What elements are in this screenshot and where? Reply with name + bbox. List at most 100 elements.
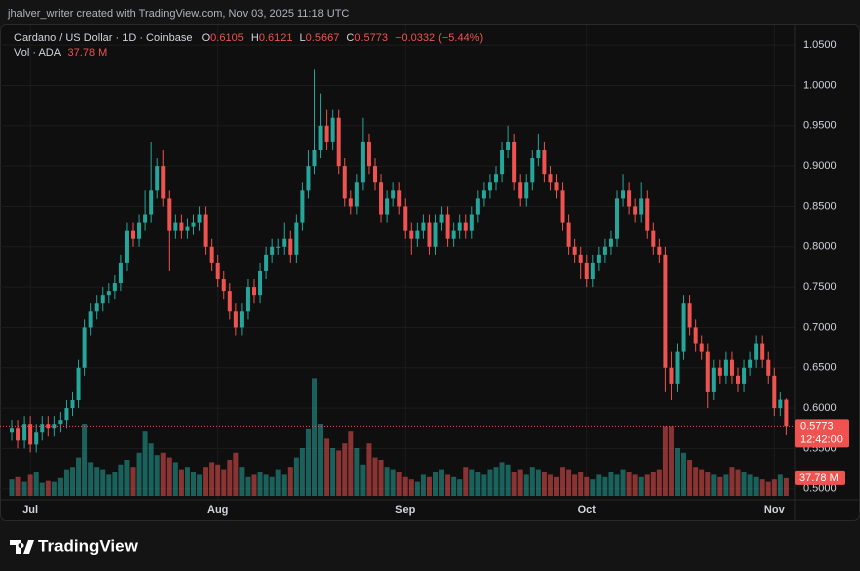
high-value: 0.6121 xyxy=(259,32,293,44)
candle-body xyxy=(354,182,359,207)
candle-body xyxy=(657,246,662,255)
volume-bar xyxy=(414,481,420,496)
volume-bar xyxy=(27,474,33,496)
volume-bar xyxy=(45,480,51,496)
last-price-label: 0.5773 xyxy=(800,420,834,432)
candle-body xyxy=(258,270,263,296)
candle-body xyxy=(28,424,33,445)
volume-pane xyxy=(9,378,789,496)
candle-body xyxy=(64,408,69,421)
volume-bar xyxy=(172,462,178,496)
volume-bar xyxy=(475,472,481,496)
y-tick-label: 0.7000 xyxy=(803,321,837,333)
candle-body xyxy=(82,327,87,368)
volume-bar xyxy=(602,476,608,496)
candle-body xyxy=(215,262,220,280)
volume-bar xyxy=(572,474,578,496)
candle-body xyxy=(463,222,468,231)
volume-bar xyxy=(608,472,614,496)
candle-body xyxy=(409,230,414,239)
volume-bar xyxy=(299,448,305,496)
candle-body xyxy=(542,150,547,175)
candle-body xyxy=(494,174,498,183)
volume-bar xyxy=(771,479,777,496)
volume-bar xyxy=(463,467,469,496)
volume-bar xyxy=(142,431,148,496)
volume-bar xyxy=(499,462,505,496)
brand-logo: TradingView xyxy=(10,536,139,555)
volume-bar xyxy=(390,469,396,496)
y-tick-label: 1.0500 xyxy=(803,39,837,51)
volume-bar xyxy=(245,476,251,496)
volume-bar xyxy=(70,467,75,496)
x-tick-label: Sep xyxy=(395,504,415,516)
candle-body xyxy=(112,283,117,292)
candle-body xyxy=(209,246,214,263)
candle-body xyxy=(772,375,777,409)
x-tick-label: Aug xyxy=(207,504,228,516)
volume-bar xyxy=(396,472,402,496)
volume-bar xyxy=(106,474,112,496)
volume-bar xyxy=(251,474,257,496)
volume-bar xyxy=(76,457,82,496)
candle-body xyxy=(778,399,783,409)
volume-bar xyxy=(433,472,438,496)
candle-body xyxy=(687,303,692,328)
volume-bar xyxy=(662,426,668,496)
volume-bar xyxy=(481,474,487,496)
open-value: 0.6105 xyxy=(210,32,244,44)
volume-bar xyxy=(741,472,747,496)
volume-bar xyxy=(82,424,88,496)
candle-body xyxy=(760,343,765,360)
volume-bar xyxy=(366,443,372,496)
volume-bar xyxy=(445,474,451,496)
candle-body xyxy=(124,230,129,263)
candle-body xyxy=(264,254,269,271)
volume-bar xyxy=(650,472,656,496)
candle-body xyxy=(415,230,420,239)
candle-body xyxy=(524,182,529,199)
volume-bar xyxy=(184,467,190,496)
legend-line: Cardano / US Dollar · 1D · Coinbase O0.6… xyxy=(14,32,483,44)
volume-bar xyxy=(263,474,269,496)
candle-body xyxy=(391,190,396,199)
volume-bar xyxy=(729,467,735,496)
volume-bar xyxy=(711,474,717,496)
volume-bar xyxy=(360,464,366,496)
volume-bar xyxy=(578,472,584,496)
candle-body xyxy=(282,238,287,247)
candle-body xyxy=(379,182,384,215)
candle-body xyxy=(518,182,523,199)
candle-body xyxy=(693,327,698,344)
candle-body xyxy=(336,117,341,167)
candle-body xyxy=(548,174,553,183)
volume-bar xyxy=(209,462,215,496)
volume-bar xyxy=(554,476,559,496)
volume-bar xyxy=(178,469,184,496)
candle-body xyxy=(131,230,135,239)
y-tick-label: 1.0000 xyxy=(803,79,837,91)
volume-bar xyxy=(166,457,172,496)
y-tick-label: 0.8000 xyxy=(803,241,837,253)
candle-body xyxy=(203,214,208,247)
y-tick-label: 0.7500 xyxy=(803,281,837,293)
volume-bar xyxy=(747,474,753,496)
volume-title: Vol · ADA xyxy=(14,47,62,59)
volume-bar xyxy=(21,481,27,496)
volume-bar xyxy=(487,469,493,496)
volume-bar xyxy=(505,464,511,496)
candle-body xyxy=(300,190,305,223)
volume-bar xyxy=(566,469,572,496)
volume-bar xyxy=(777,474,783,496)
candle-body xyxy=(500,150,505,175)
volume-bar xyxy=(675,448,680,496)
candle-body xyxy=(167,198,172,231)
volume-bar xyxy=(233,452,239,496)
candle-body xyxy=(312,150,317,167)
candle-body xyxy=(294,222,299,255)
ohlc-key: O xyxy=(202,32,211,44)
candle-body xyxy=(306,166,311,191)
volume-bar xyxy=(426,476,432,496)
volume-bar xyxy=(318,424,324,496)
